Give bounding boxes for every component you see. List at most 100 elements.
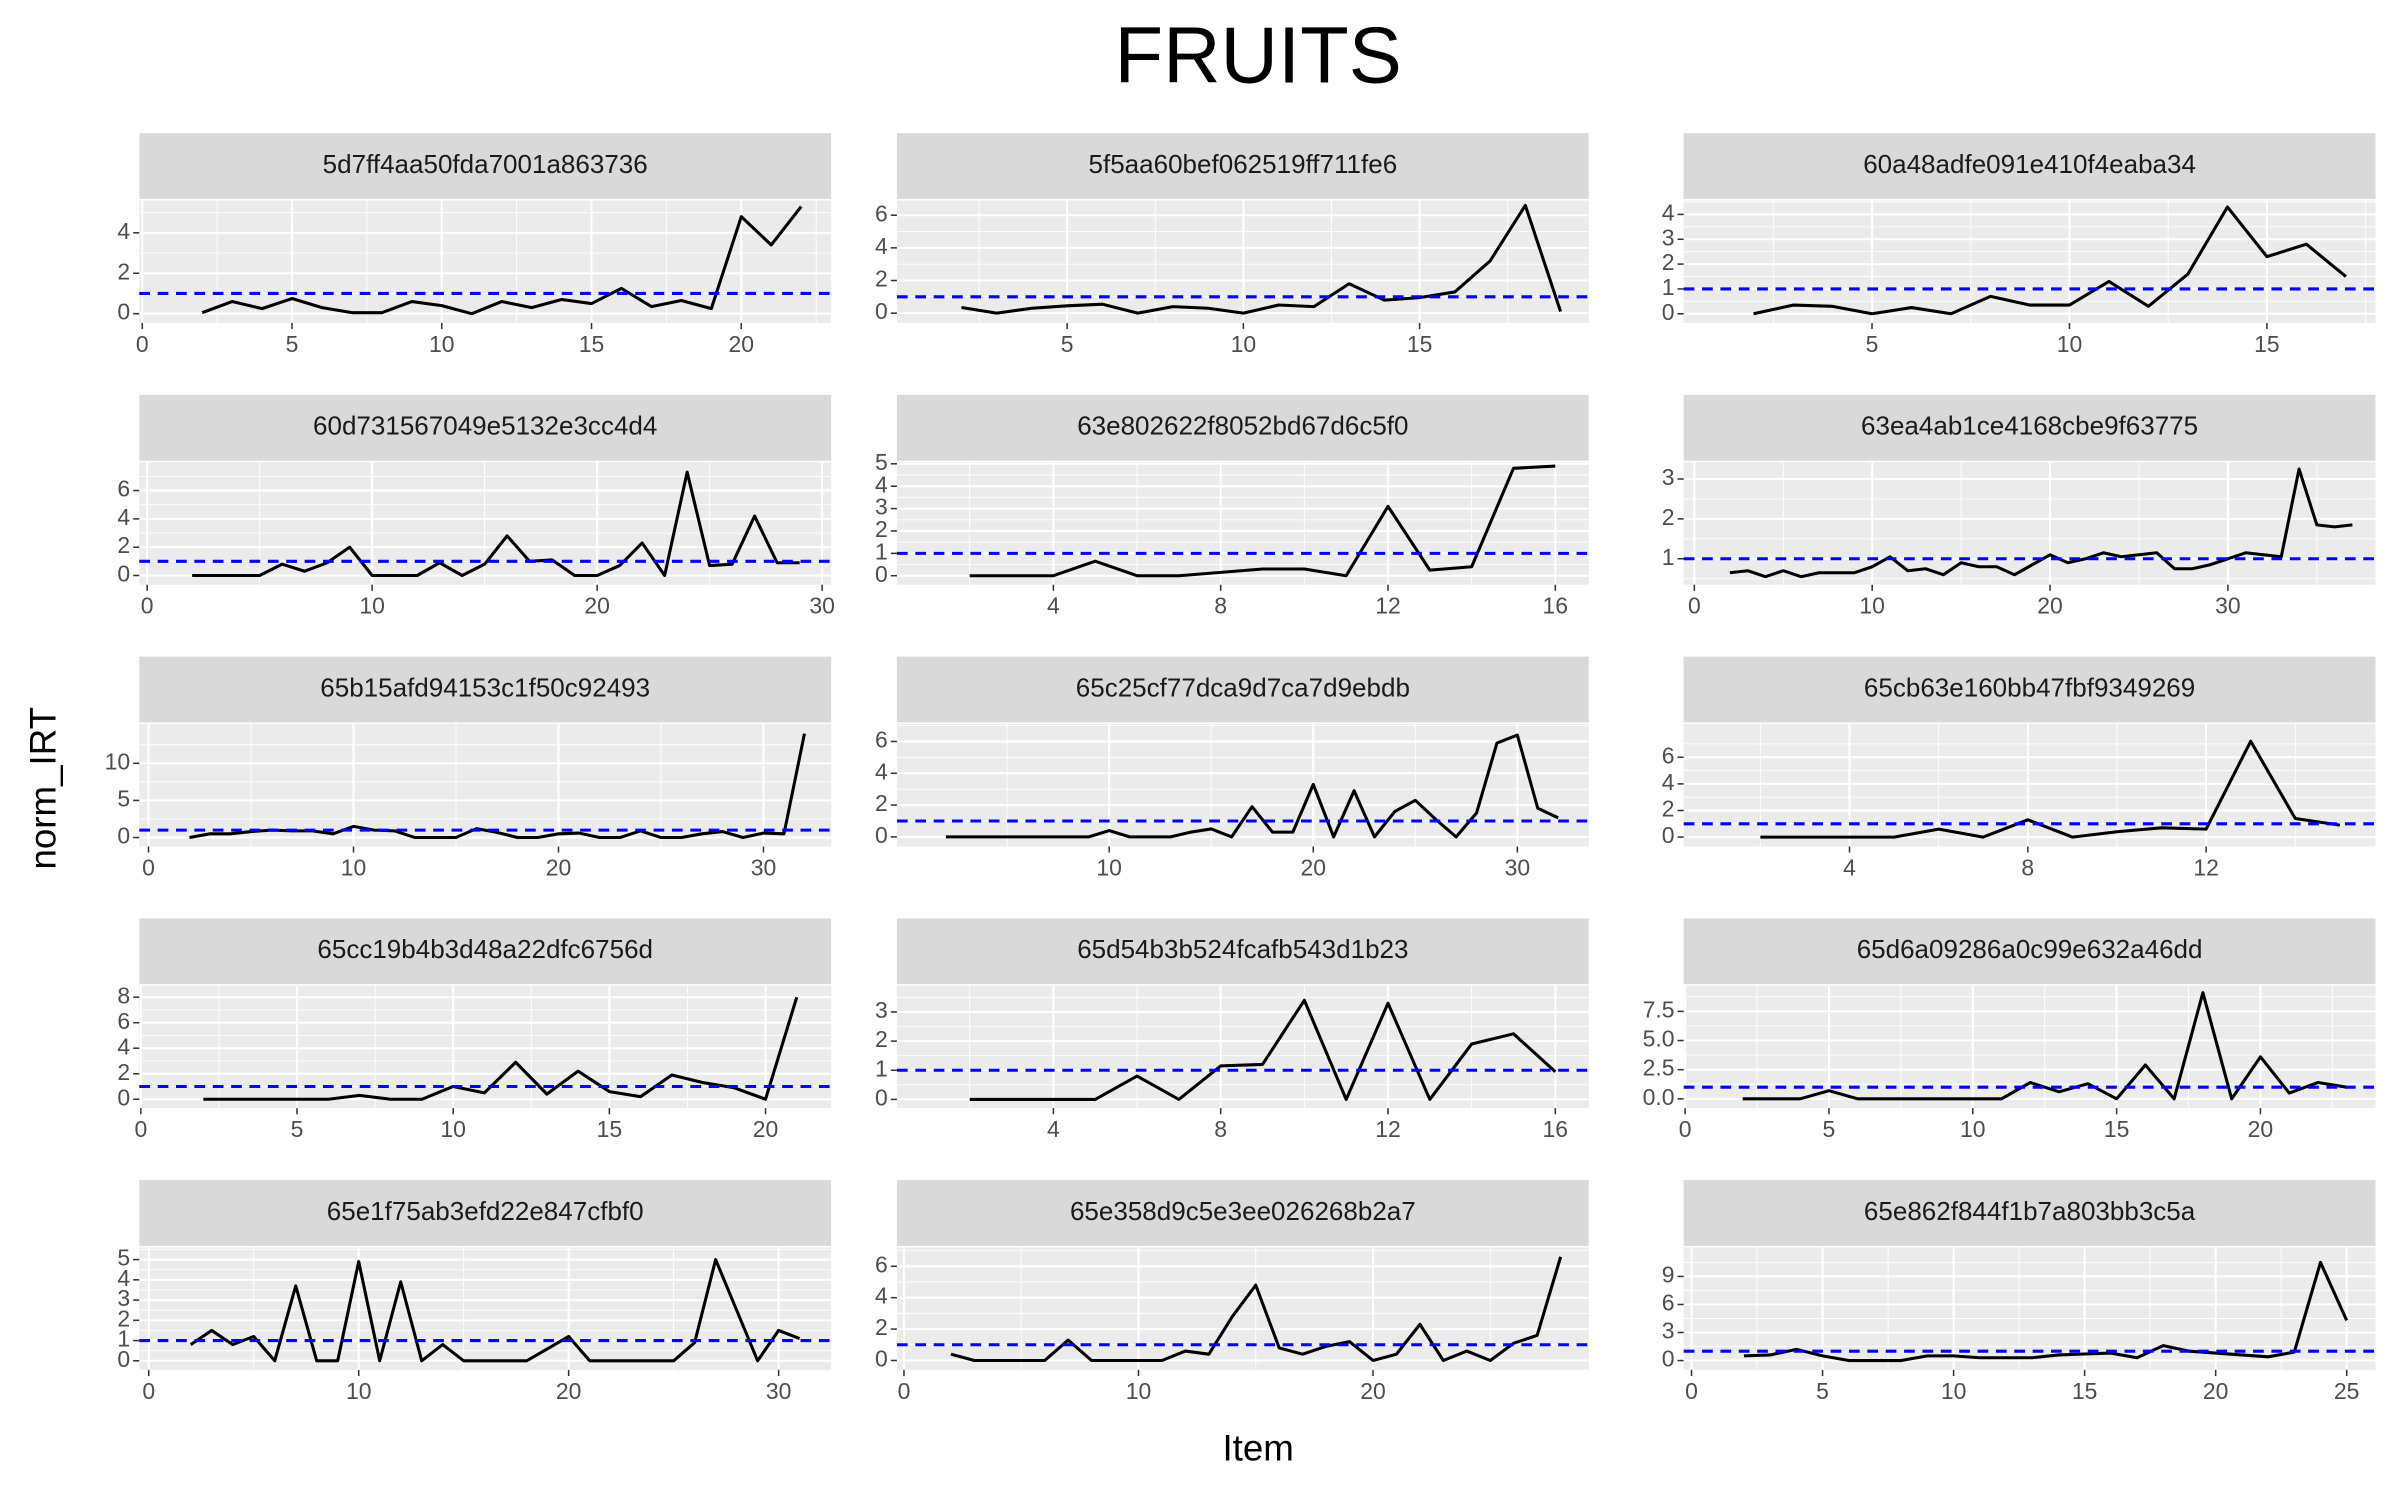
strip-label: 65d54b3b524fcafb543d1b23 (1077, 934, 1408, 964)
x-tick-label: 5 (291, 1116, 304, 1142)
strip-label: 65cb63e160bb47fbf9349269 (1864, 672, 2195, 702)
strip (139, 394, 832, 461)
strip-label: 65cc19b4b3d48a22dfc6756d (317, 934, 653, 964)
y-tick-label: 0 (875, 298, 888, 324)
x-tick-label: 10 (1941, 1378, 1967, 1404)
x-tick-label: 20 (753, 1116, 779, 1142)
y-tick-label: 6 (117, 1008, 130, 1034)
y-tick-label: 3 (117, 1285, 130, 1311)
strip-label: 65c25cf77dca9d7ca7d9ebdb (1076, 672, 1410, 702)
strip-label: 65d6a09286a0c99e632a46dd (1857, 934, 2203, 964)
x-tick-label: 0 (898, 1378, 911, 1404)
strip (139, 656, 832, 723)
y-tick-label: 2 (117, 1305, 130, 1331)
y-tick-label: 9 (1662, 1261, 1675, 1287)
y-tick-label: 4 (117, 504, 130, 530)
y-tick-label: 2 (875, 516, 888, 542)
y-tick-label: 2 (117, 258, 130, 284)
x-tick-label: 20 (2203, 1378, 2229, 1404)
x-tick-label: 10 (341, 854, 367, 880)
x-tick-label: 0 (1679, 1116, 1692, 1142)
y-tick-label: 0 (875, 1084, 888, 1110)
strip (1683, 918, 2376, 985)
y-tick-label: 2 (875, 1314, 888, 1340)
strip (139, 1180, 832, 1246)
y-tick-label: 4 (1662, 769, 1675, 795)
data-line (192, 470, 800, 578)
y-tick-label: 7.5 (1643, 996, 1675, 1022)
y-tick-label: 3 (1662, 464, 1675, 490)
x-axis-title: Item (1222, 1428, 1293, 1469)
x-tick-label: 30 (751, 854, 777, 880)
panel-background (139, 723, 832, 847)
x-tick-label: 12 (1375, 593, 1401, 619)
y-tick-label: 2 (117, 1059, 130, 1085)
x-tick-label: 20 (2037, 593, 2063, 619)
panel-background (896, 723, 1589, 847)
x-tick-label: 10 (1096, 854, 1122, 880)
strip (896, 133, 1589, 199)
x-tick-label: 5 (286, 331, 299, 357)
chart-title: FRUITS (1114, 10, 1401, 99)
y-tick-label: 3 (875, 494, 888, 520)
x-tick-label: 20 (2248, 1116, 2274, 1142)
strip (896, 656, 1589, 723)
strip-label: 5d7ff4aa50fda7001a863736 (323, 149, 648, 179)
y-tick-label: 1 (117, 1326, 130, 1352)
x-tick-label: 0 (1688, 593, 1701, 619)
panel-background (1683, 723, 2376, 847)
x-tick-label: 0 (142, 1378, 155, 1404)
y-tick-label: 4 (875, 233, 888, 259)
data-line (201, 205, 803, 316)
x-tick-label: 0 (136, 331, 149, 357)
x-tick-label: 12 (1375, 1116, 1401, 1142)
y-tick-label: 0.0 (1643, 1084, 1675, 1110)
strip (1683, 1180, 2376, 1246)
panel-background (896, 1247, 1589, 1370)
y-tick-label: 2 (875, 266, 888, 292)
panel-background (1683, 200, 2376, 323)
strip (1683, 133, 2376, 199)
y-tick-label: 6 (117, 476, 130, 502)
x-tick-label: 20 (556, 1378, 582, 1404)
y-tick-label: 6 (1662, 1290, 1675, 1316)
x-tick-label: 5 (1866, 331, 1879, 357)
x-tick-label: 10 (359, 593, 385, 619)
panel-background (896, 985, 1589, 1109)
x-tick-label: 0 (141, 593, 154, 619)
x-tick-label: 20 (1360, 1378, 1386, 1404)
x-tick-label: 0 (142, 854, 155, 880)
y-tick-label: 5 (117, 1245, 130, 1271)
x-tick-label: 15 (597, 1116, 623, 1142)
x-tick-label: 20 (729, 331, 755, 357)
data-line (1743, 1260, 2349, 1363)
y-axis-title: norm_IRT (23, 707, 64, 870)
y-tick-label: 4 (875, 758, 888, 784)
x-tick-label: 30 (1505, 854, 1531, 880)
strip (896, 394, 1589, 461)
x-tick-label: 0 (134, 1116, 147, 1142)
data-line (203, 996, 799, 1101)
y-tick-label: 4 (117, 1265, 130, 1291)
y-tick-label: 2 (1662, 796, 1675, 822)
y-tick-label: 5 (117, 785, 130, 811)
y-tick-label: 0 (875, 822, 888, 848)
y-tick-label: 2 (875, 790, 888, 816)
panel-background (139, 462, 832, 585)
x-tick-label: 15 (2104, 1116, 2130, 1142)
x-tick-label: 10 (1126, 1378, 1152, 1404)
data-line (1753, 205, 2347, 316)
y-tick-label: 0 (875, 561, 888, 587)
y-tick-label: 4 (117, 218, 130, 244)
y-tick-label: 2 (1662, 504, 1675, 530)
y-tick-label: 1 (875, 1055, 888, 1081)
data-line (189, 1258, 801, 1363)
panel-background (896, 462, 1589, 585)
x-tick-label: 8 (1214, 1116, 1227, 1142)
y-tick-label: 0 (875, 1346, 888, 1372)
strip (896, 1180, 1589, 1246)
y-tick-label: 2 (1662, 249, 1675, 275)
x-tick-label: 20 (1301, 854, 1327, 880)
y-tick-label: 2 (117, 532, 130, 558)
